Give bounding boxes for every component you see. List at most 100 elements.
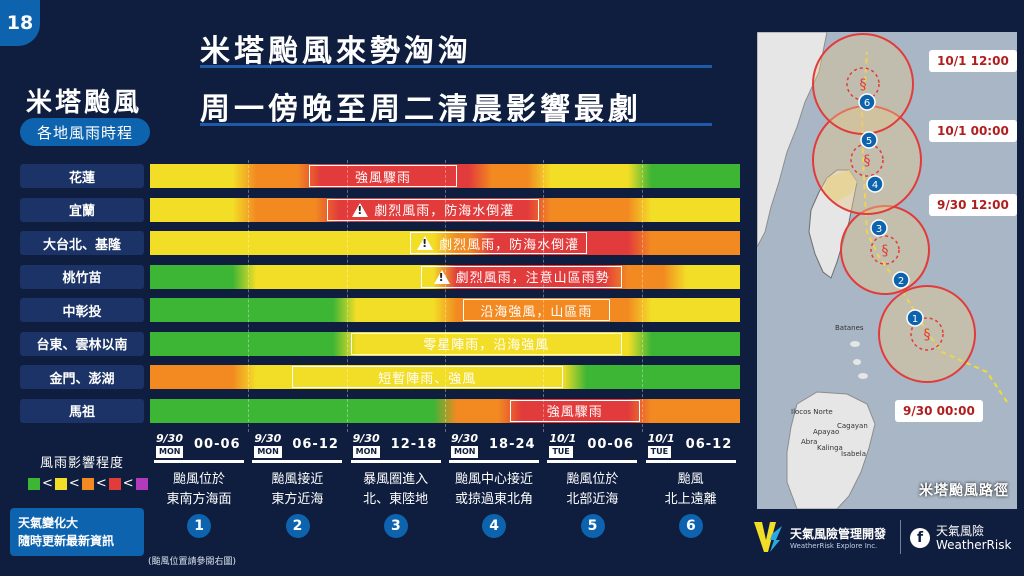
desc-line: 或掠過東北角	[454, 492, 533, 507]
map-step-5: 5	[866, 136, 872, 147]
map-step-6: 6	[864, 98, 870, 109]
impact-bar	[150, 365, 740, 389]
time-slot: 9/30 MON 00-06	[150, 432, 244, 462]
impact-bar	[150, 197, 740, 222]
legend-title: 風雨影響程度	[40, 456, 125, 471]
legend-separator: <	[68, 476, 80, 491]
impact-callout: 劇烈風雨，防海水倒灌	[327, 198, 540, 221]
desc-line: 東方近海	[271, 492, 324, 507]
map-caption: 米塔颱風路徑	[919, 483, 1009, 499]
storm-circle-1	[878, 285, 976, 383]
impact-callout-text: 零星陣雨，沿海強風	[423, 338, 550, 353]
batanes-islet-1	[850, 341, 860, 347]
warning-icon	[352, 202, 369, 217]
storm-circle-2	[840, 205, 930, 295]
impact-callout: 強風驟雨	[309, 165, 457, 187]
impact-bar	[150, 398, 740, 423]
time-slot: 10/1 TUE 06-12	[642, 432, 736, 462]
impact-callout: 劇烈風雨，防海水倒灌	[409, 232, 587, 254]
legend-separator: <	[122, 476, 134, 491]
time-day: MON	[451, 446, 479, 458]
brand-logo-icon	[754, 522, 782, 552]
typhoon-name: 米塔颱風	[26, 88, 143, 118]
brand-block: 天氣風險管理開發 WeatherRisk Explore Inc.	[752, 520, 886, 554]
update-note-line-1: 天氣變化大	[18, 516, 79, 530]
headline-line-2: 周一傍晚至周二清晨影響最劇	[200, 84, 712, 127]
time-divider	[346, 160, 348, 432]
legend-swatch-green	[28, 477, 40, 490]
warning-icon	[433, 269, 450, 284]
storm-inner-1	[910, 317, 944, 351]
map-time-label-2: 10/1 00:00	[929, 120, 1017, 142]
time-date: 10/1	[549, 432, 577, 445]
impact-callout-text: 強風驟雨	[355, 170, 412, 186]
impact-callout: 劇烈風雨，注意山區雨勢	[421, 265, 622, 288]
impact-callout-text: 劇烈風雨，防海水倒灌	[374, 204, 515, 219]
map-time-label-3: 9/30 12:00	[929, 194, 1017, 216]
step-number: 4	[482, 514, 507, 538]
time-date: 9/30	[156, 432, 183, 445]
time-range: 06-12	[685, 437, 733, 452]
time-underline	[449, 460, 539, 463]
desc-line: 颱風	[677, 472, 704, 487]
time-day: MON	[254, 446, 282, 458]
update-note-line-2: 隨時更新最新資訊	[18, 534, 115, 548]
time-day: MON	[156, 446, 184, 458]
storm-inner-2	[870, 235, 900, 265]
china-coast	[757, 32, 828, 248]
time-day: MON	[352, 446, 381, 458]
desc-line: 北上遠離	[664, 492, 717, 507]
time-divider	[445, 160, 446, 432]
map-step-2: 2	[898, 276, 904, 287]
step-number: 1	[187, 514, 212, 538]
facebook-icon: f	[910, 528, 930, 548]
time-underline	[350, 460, 441, 463]
desc-line: 暴風圈進入	[363, 472, 429, 487]
time-date: 9/30	[352, 432, 380, 445]
legend-swatch-red	[108, 477, 121, 490]
brand-sub: WeatherRisk Explore Inc.	[790, 541, 878, 550]
impact-bar	[150, 231, 740, 255]
impact-bar	[150, 331, 740, 356]
typhoon-position-desc: 颱風 北上遠離	[644, 470, 738, 510]
typhoon-symbol-3: §	[864, 153, 871, 169]
row-label: 花蓮	[20, 164, 144, 188]
time-underline	[547, 460, 638, 463]
time-date: 10/1	[647, 432, 675, 445]
impact-callout-text: 強風驟雨	[546, 405, 603, 420]
step-number: 2	[285, 514, 310, 538]
time-range: 12-18	[390, 437, 438, 452]
time-slot: 9/30 MON 18-24	[445, 432, 539, 462]
batanes-islet-2	[853, 359, 861, 365]
legend-swatch-yellow	[54, 477, 67, 490]
facebook-block[interactable]: f 天氣風險 WeatherRisk	[910, 524, 1011, 552]
typhoon-symbol-4: §	[860, 77, 867, 93]
time-slot: 9/30 MON 06-12	[248, 432, 342, 462]
impact-callout: 零星陣雨，沿海強風	[350, 332, 622, 355]
facebook-name: 天氣風險	[936, 524, 985, 538]
time-date: 9/30	[451, 432, 478, 445]
update-note: 天氣變化大 隨時更新最新資訊	[10, 508, 144, 556]
schedule-pill: 各地風雨時程	[20, 118, 150, 146]
row-label: 中彰投	[20, 298, 144, 322]
typhoon-position-desc: 暴風圈進入 北、東陸地	[349, 470, 443, 510]
map-time-label-4: 9/30 00:00	[895, 400, 983, 422]
batanes-islet-3	[858, 373, 868, 379]
typhoon-position-desc: 颱風位於 東南方海面	[152, 470, 246, 510]
typhoon-position-desc: 颱風中心接近 或掠過東北角	[447, 470, 541, 510]
impact-callout-text: 短暫陣雨、強風	[378, 371, 477, 387]
map-time-label-1: 10/1 12:00	[929, 50, 1017, 72]
desc-line: 颱風中心接近	[454, 472, 533, 487]
impact-callout: 沿海強風，山區雨	[462, 299, 611, 321]
facebook-sub: WeatherRisk	[936, 538, 1012, 552]
place-kalinga: Kalinga	[817, 444, 843, 452]
step-number: 5	[580, 514, 605, 538]
place-apayao: Apayao	[813, 428, 839, 436]
legend-swatch-purple	[135, 477, 148, 490]
map-step-markers: 1 2 3 4 5 6	[858, 93, 924, 327]
row-label: 大台北、基隆	[20, 231, 144, 255]
step-number: 6	[678, 514, 703, 538]
time-range: 00-06	[587, 437, 634, 452]
warning-icon	[417, 236, 434, 250]
typhoon-position-desc: 颱風位於 北部近海	[545, 470, 639, 510]
